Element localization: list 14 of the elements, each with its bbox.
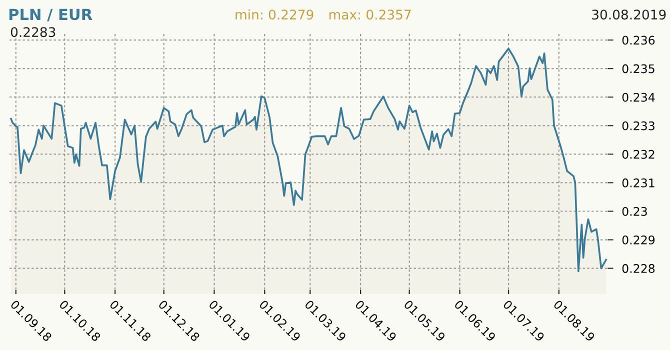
y-tick-label: 0.229 xyxy=(622,236,655,244)
y-tick-label: 0.236 xyxy=(622,36,655,45)
y-tick-label: 0.228 xyxy=(622,264,655,273)
text: max: 0.2357 xyxy=(330,10,411,20)
y-tick-label: 0.23 xyxy=(622,206,647,216)
y-tick-label: 0.233 xyxy=(622,121,654,130)
text: 30.08.2019 xyxy=(592,10,666,20)
chart-title: PLN / EUR xyxy=(9,8,92,22)
y-tick-label: 0.232 xyxy=(622,150,654,159)
y-tick-label: 0.234 xyxy=(622,92,655,102)
text: min: 0.2279 xyxy=(236,9,314,20)
y-tick-label: 0.235 xyxy=(622,64,654,74)
y-tick-label: 0.231 xyxy=(622,178,654,188)
annotation: 0.2283 xyxy=(10,27,56,38)
